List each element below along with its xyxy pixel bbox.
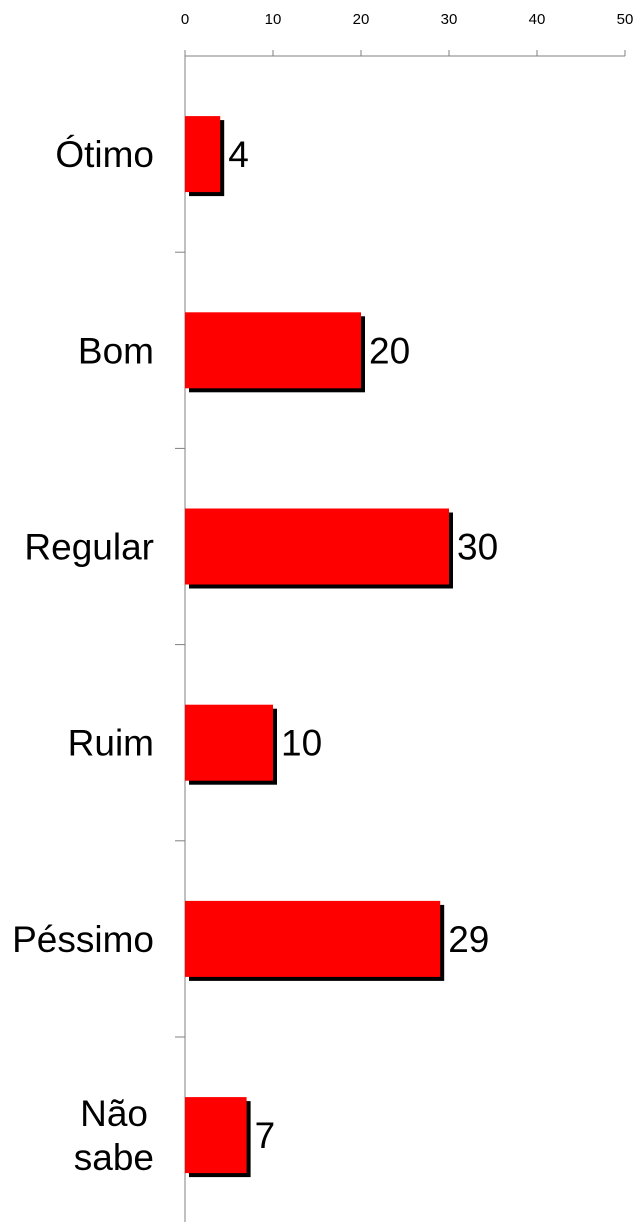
- category-label: Ruim: [68, 723, 154, 764]
- data-label: 4: [228, 134, 249, 175]
- data-label: 29: [448, 919, 489, 960]
- x-tick-label: 0: [181, 11, 189, 28]
- bar: [185, 508, 449, 585]
- x-tick-label: 20: [353, 11, 370, 28]
- bar: [185, 1097, 247, 1174]
- category-label: Não sabe: [74, 1093, 154, 1178]
- x-tick-label: 40: [529, 11, 546, 28]
- bar: [185, 312, 361, 389]
- data-label: 30: [457, 527, 498, 568]
- category-label: Péssimo: [12, 919, 154, 960]
- data-label: 20: [369, 330, 410, 371]
- data-label: 10: [281, 723, 322, 764]
- category-label-line: sabe: [74, 1137, 154, 1178]
- category-label-line: Não: [80, 1093, 148, 1134]
- data-label: 7: [255, 1115, 276, 1156]
- x-tick-label: 30: [441, 11, 458, 28]
- category-label: Bom: [78, 330, 154, 371]
- x-tick-label: 10: [265, 11, 282, 28]
- category-label: Regular: [24, 527, 154, 568]
- bar: [185, 116, 221, 193]
- x-tick-label: 50: [617, 11, 634, 28]
- category-label: Ótimo: [55, 134, 154, 175]
- bar: [185, 900, 441, 977]
- bar: [185, 704, 273, 781]
